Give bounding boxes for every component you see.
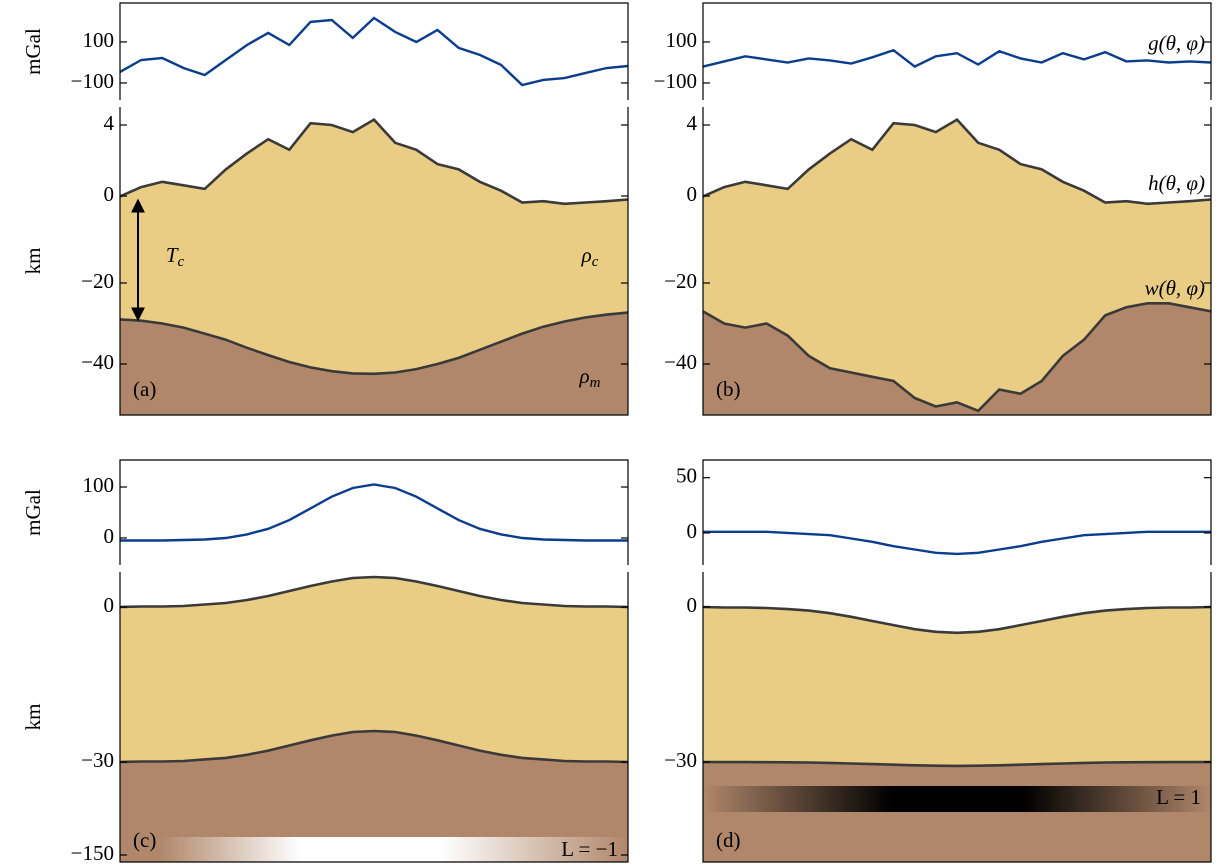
mantle-fill [120,731,628,862]
panel-label: (b) [716,377,741,401]
y-axis-label: mGal [21,489,45,536]
moho-line [119,729,629,764]
annotation: ρc [581,243,599,271]
axis-frame [119,459,629,565]
annotation-sub: c [592,254,599,270]
moho-line [702,760,1212,768]
series-label: g(θ, φ) [1148,31,1205,55]
surface-line [702,117,1212,206]
anomaly-bar [704,786,1211,812]
annotation-base: T [166,243,179,267]
y-axis-label: km [21,704,45,731]
y-tick-label: 0 [104,593,115,617]
axis-frame [702,572,1212,863]
axis-frame [702,2,1212,100]
crust-fill [120,119,628,374]
y-tick-label: 50 [676,463,697,487]
y-tick-label: 0 [687,593,698,617]
y-tick-label: −150 [71,841,114,865]
y-tick-label: −40 [81,350,114,374]
gravity-line [119,16,629,87]
y-tick-label: −20 [81,269,114,293]
annotation: L = −1 [561,837,618,861]
annotation-sub: c [178,254,185,270]
y-tick-label: −30 [81,748,114,772]
y-tick-label: −20 [664,269,697,293]
y-tick-label: 100 [83,473,115,497]
panel-label: (d) [716,828,741,852]
annotation: L = 1 [1156,785,1201,809]
anomaly-bar [160,837,628,862]
axis-frame [119,572,629,863]
mantle-fill [120,312,628,415]
y-tick-label: 4 [687,111,698,135]
annotation: Tc [166,243,185,271]
y-tick-label: 0 [104,182,115,206]
axis-frame [702,459,1212,565]
gravity-line [120,483,628,542]
y-tick-label: −100 [654,69,697,93]
moho-line [702,302,1212,413]
annotation: ρm [579,364,601,392]
surface-line [702,605,1212,635]
y-tick-label: 0 [687,519,698,543]
axis-frame [702,107,1212,416]
series-label: h(θ, φ) [1148,171,1205,195]
gravity-line [703,530,1211,556]
panel-label: (c) [133,828,156,852]
y-tick-label: 100 [666,28,698,52]
axis-frame [119,107,629,416]
axis-frame [119,2,629,100]
y-axis-label: mGal [21,28,45,75]
moho-line [119,311,629,376]
y-tick-label: −40 [664,350,697,374]
y-axis-label: km [21,248,45,275]
surface-line [119,117,629,206]
mantle-fill [703,303,1211,415]
y-tick-label: −30 [664,748,697,772]
surface-line [119,575,629,609]
y-tick-label: 0 [687,182,698,206]
annotation-base: ρ [579,364,590,388]
crust-fill [703,607,1211,766]
gravity-line [702,48,1212,69]
series-label: w(θ, φ) [1145,276,1205,300]
panel-label: (a) [133,377,156,401]
crust-fill [120,577,628,762]
y-tick-label: 100 [83,28,115,52]
y-tick-label: −100 [71,69,114,93]
annotation-base: ρ [581,243,592,267]
y-tick-label: 4 [104,111,115,135]
y-tick-label: 0 [104,524,115,548]
annotation-sub: m [590,375,601,391]
